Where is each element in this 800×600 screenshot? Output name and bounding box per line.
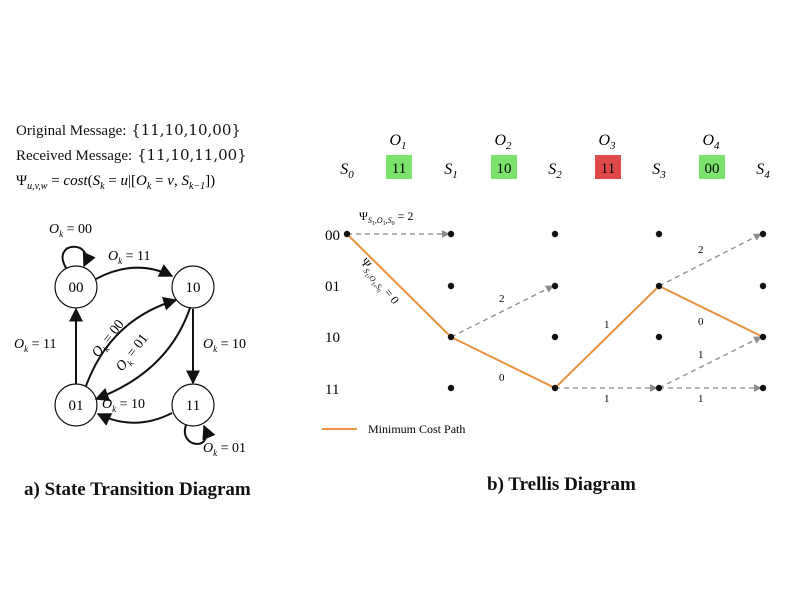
stage-label-s4: S4 <box>756 161 770 181</box>
edge-cost-5: 2 <box>698 244 704 256</box>
stage-label-s2: S2 <box>548 161 562 181</box>
observation-o2: O2 10 <box>491 132 517 179</box>
observation-label-o1: O1 <box>389 132 406 152</box>
node-s4-11 <box>759 384 767 392</box>
original-message-value: {11,10,10,00} <box>131 121 241 139</box>
original-message: Original Message: {11,10,10,00} <box>16 121 241 140</box>
cost-formula: Ψu,v,w = cost(Sk = u|[Ok = v, Sk−1]) <box>16 173 215 192</box>
observation-label-o4: O4 <box>702 132 720 152</box>
observation-label-o2: O2 <box>494 132 512 152</box>
observation-box-o3 <box>595 155 621 179</box>
transition-label-11-11: Ok = 01 <box>203 441 246 458</box>
dashed-transitions <box>347 230 762 392</box>
trellis-nodes <box>343 230 767 392</box>
trellis-diagram: O1 11 O2 10 O3 11 O4 00 S0 S1 S2 S3 S4 0… <box>322 132 770 436</box>
observation-value-o2: 10 <box>497 161 512 177</box>
row-label-10: 10 <box>325 330 340 346</box>
transition-01-10 <box>85 296 178 387</box>
observation-box-o1 <box>386 155 412 179</box>
observation-box-o2 <box>491 155 517 179</box>
node-s2-00 <box>551 230 559 238</box>
transition-11-01 <box>96 412 173 426</box>
edge-cost-8: 1 <box>698 393 704 405</box>
state-transition-diagram: 00 10 01 11 Ok = 00 Ok = 11 Ok = 11 Ok =… <box>14 222 246 458</box>
state-node-10 <box>171 265 215 309</box>
transition-00-00 <box>61 245 96 269</box>
edge-s1-10-s2-01 <box>450 285 554 338</box>
transition-11-11 <box>183 424 216 445</box>
transition-10-01 <box>94 307 191 402</box>
trellis-caption: b) Trellis Diagram <box>487 474 636 495</box>
node-s1-01 <box>447 282 455 290</box>
observation-value-o4: 00 <box>705 161 720 177</box>
node-s3-01 <box>655 282 663 290</box>
state-diagram-caption: a) State Transition Diagram <box>24 479 251 500</box>
transition-label-00-00: Ok = 00 <box>49 222 92 239</box>
transition-00-10 <box>95 264 174 280</box>
legend-label: Minimum Cost Path <box>368 422 465 436</box>
row-label-01: 01 <box>325 279 340 295</box>
node-s3-00 <box>655 230 663 238</box>
transition-label-10-11: Ok = 10 <box>203 337 246 354</box>
transition-label-11-01: Ok = 10 <box>102 397 145 414</box>
edge-cost-3: 1 <box>604 319 610 331</box>
node-s2-11 <box>551 384 559 392</box>
node-s1-11 <box>447 384 455 392</box>
node-s0-00 <box>343 230 351 238</box>
cost-formula-text: Ψu,v,w = cost(Sk = u|[Ok = v, Sk−1]) <box>16 173 215 192</box>
node-s3-11 <box>655 384 663 392</box>
node-s1-00 <box>447 230 455 238</box>
observation-o1: O1 11 <box>386 132 412 179</box>
edge-cost-4: 0 <box>698 316 704 328</box>
edge-cost-7: 1 <box>604 393 610 405</box>
stage-label-s0: S0 <box>340 161 354 181</box>
observation-o4: O4 00 <box>699 132 725 179</box>
node-s2-01 <box>551 282 559 290</box>
node-s4-10 <box>759 333 767 341</box>
edge-s3-11-s4-10 <box>658 336 762 389</box>
edge-cost-6: 1 <box>698 349 704 361</box>
transition-label-00-10: Ok = 11 <box>108 249 151 266</box>
original-message-label: Original Message: <box>16 123 127 139</box>
edge-label-top: ΨS1,O1,S0 = 2 <box>359 209 413 227</box>
received-message-label: Received Message: <box>16 148 133 164</box>
edge-cost-1: 2 <box>499 293 505 305</box>
observation-value-o3: 11 <box>601 161 615 177</box>
state-label-11: 11 <box>186 398 200 414</box>
row-label-00: 00 <box>325 228 340 244</box>
transition-label-01-00: Ok = 11 <box>14 337 57 354</box>
minimum-cost-path <box>346 233 764 390</box>
state-label-10: 10 <box>186 280 201 296</box>
edge-cost-2: 0 <box>499 372 505 384</box>
node-s3-10 <box>655 333 663 341</box>
node-s2-10 <box>551 333 559 341</box>
received-message: Received Message: {11,10,11,00} <box>16 146 247 165</box>
observation-box-o4 <box>699 155 725 179</box>
node-s1-10 <box>447 333 455 341</box>
stage-label-s3: S3 <box>652 161 666 181</box>
node-s4-00 <box>759 230 767 238</box>
edge-s3-01-s4-00 <box>658 233 762 287</box>
node-s4-01 <box>759 282 767 290</box>
observation-value-o1: 11 <box>392 161 406 177</box>
state-label-00: 00 <box>69 280 84 296</box>
observation-label-o3: O3 <box>598 132 616 152</box>
stage-label-s1: S1 <box>444 161 458 181</box>
state-label-01: 01 <box>69 398 84 414</box>
received-message-value: {11,10,11,00} <box>137 146 247 164</box>
row-label-11: 11 <box>325 382 339 398</box>
observation-o3: O3 11 <box>595 132 621 179</box>
